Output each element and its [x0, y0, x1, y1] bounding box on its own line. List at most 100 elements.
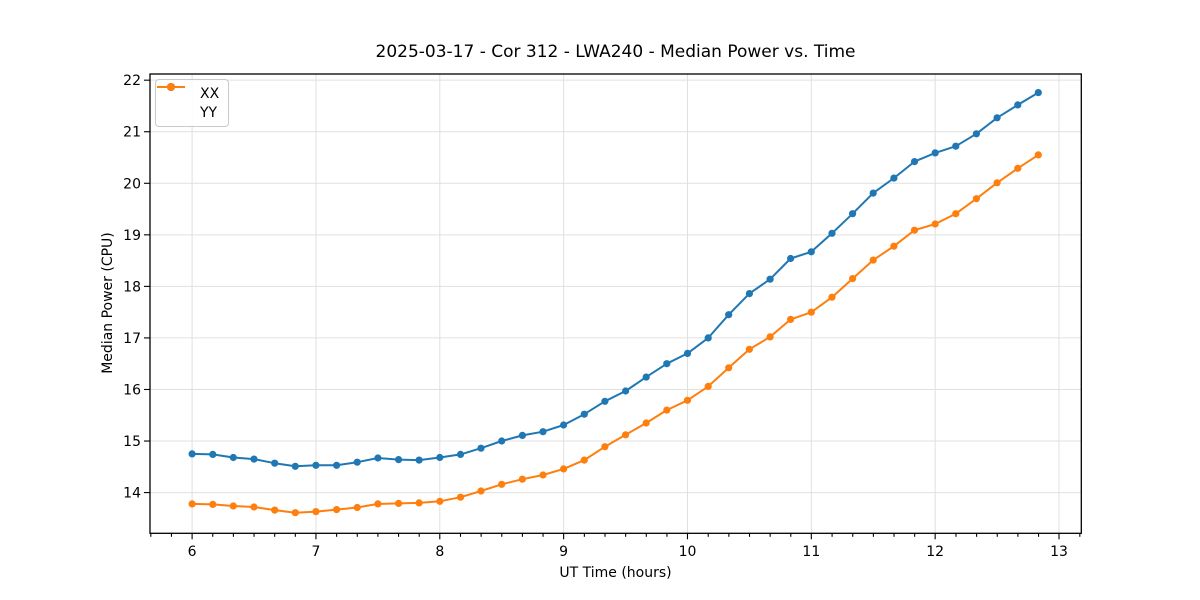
data-point: [498, 480, 506, 488]
data-point: [188, 450, 196, 458]
plot-frame: [149, 73, 1082, 534]
data-point: [869, 189, 877, 197]
data-point: [436, 453, 444, 462]
data-point: [622, 387, 630, 395]
data-point: [395, 456, 403, 464]
data-point: [931, 149, 939, 157]
data-point: [353, 458, 361, 466]
legend: XX YY: [155, 79, 230, 127]
data-point: [766, 333, 774, 341]
data-point: [560, 421, 568, 429]
data-point: [209, 450, 217, 458]
svg-text:16: 16: [123, 382, 141, 398]
data-point: [1014, 101, 1022, 109]
data-point: [456, 493, 465, 501]
data-point: [374, 454, 382, 462]
svg-text:18: 18: [123, 279, 141, 295]
y-tick-labels: 14 15 16 17 18 19 20 21 22: [123, 73, 141, 501]
data-point: [477, 444, 485, 452]
legend-label-yy: YY: [200, 104, 218, 121]
svg-text:12: 12: [926, 544, 944, 560]
data-point: [333, 461, 341, 469]
data-point: [642, 373, 650, 381]
data-point: [869, 256, 877, 264]
data-point: [518, 475, 527, 483]
svg-text:20: 20: [123, 176, 141, 192]
data-point: [580, 456, 588, 464]
svg-text:14: 14: [123, 486, 141, 502]
data-point: [993, 179, 1001, 187]
x-tick-labels: 6 7 8 9 10 11 12 13: [188, 544, 1068, 560]
data-point: [745, 345, 754, 353]
data-point: [271, 506, 279, 514]
data-point: [910, 158, 919, 166]
data-point: [828, 293, 836, 301]
data-point: [333, 506, 341, 514]
data-point: [436, 497, 444, 505]
data-point: [415, 456, 423, 464]
data-point: [663, 406, 671, 414]
svg-text:19: 19: [123, 228, 141, 244]
series-markers: [188, 151, 1042, 517]
data-point: [704, 382, 712, 390]
data-point: [725, 311, 733, 319]
data-point: [601, 443, 609, 451]
data-point: [374, 500, 382, 508]
data-point: [807, 248, 815, 256]
data-point: [993, 114, 1001, 122]
series-line: [192, 91, 1039, 468]
data-point: [560, 465, 568, 473]
data-point: [498, 437, 506, 445]
axis-ticks: [144, 79, 1081, 540]
x-axis-label: UT Time (hours): [559, 565, 672, 581]
svg-text:10: 10: [679, 544, 697, 560]
data-point: [271, 459, 279, 467]
series-xx: [188, 89, 1042, 470]
data-point: [807, 308, 815, 316]
data-point: [972, 130, 981, 138]
data-point: [188, 500, 196, 508]
data-point: [931, 220, 939, 228]
data-point: [972, 195, 981, 203]
data-point: [910, 226, 919, 234]
svg-text:15: 15: [123, 434, 141, 450]
data-point: [250, 503, 258, 511]
svg-text:8: 8: [435, 544, 444, 560]
data-point: [539, 471, 547, 479]
data-point: [1034, 89, 1042, 97]
data-point: [229, 453, 237, 462]
data-point: [952, 210, 960, 218]
svg-text:13: 13: [1050, 544, 1068, 560]
data-point: [601, 397, 609, 405]
data-point: [890, 242, 898, 250]
data-point: [312, 461, 320, 469]
data-point: [395, 499, 403, 507]
data-point: [683, 349, 692, 357]
data-point: [291, 462, 299, 470]
data-point: [704, 334, 712, 342]
data-point: [745, 290, 754, 298]
data-point: [1034, 151, 1042, 159]
series-line: [192, 154, 1039, 514]
data-point: [725, 364, 733, 372]
data-point: [209, 500, 217, 508]
data-point: [539, 428, 547, 436]
svg-text:22: 22: [123, 73, 141, 89]
data-point: [849, 275, 857, 283]
data-point: [229, 502, 237, 510]
legend-label-xx: XX: [200, 85, 220, 102]
data-point: [766, 275, 774, 283]
gridlines: [150, 74, 1082, 534]
data-point: [787, 254, 795, 263]
chart-title: 2025-03-17 - Cor 312 - LWA240 - Median P…: [375, 42, 856, 62]
svg-text:6: 6: [188, 544, 197, 560]
data-point: [456, 450, 465, 458]
data-point: [1014, 164, 1022, 172]
svg-text:7: 7: [311, 544, 320, 560]
data-point: [683, 396, 692, 404]
data-point: [291, 509, 299, 517]
data-point: [312, 508, 320, 516]
data-point: [622, 431, 630, 439]
